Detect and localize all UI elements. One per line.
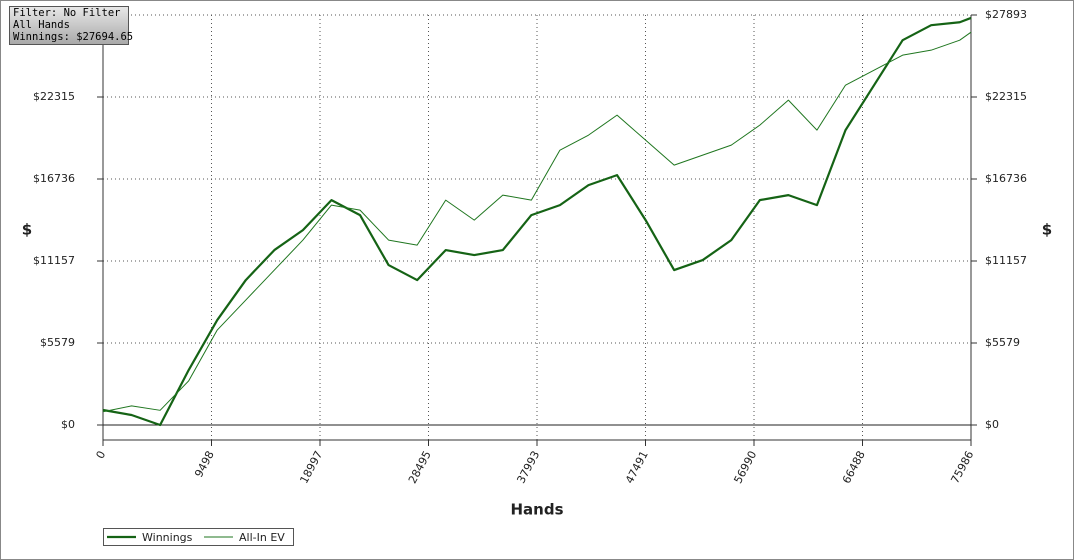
info-box-bg (9, 6, 129, 45)
legend-box (103, 528, 294, 546)
y-tick-label-right: $0 (985, 418, 999, 431)
y-tick-label: $0 (61, 418, 75, 431)
y-tick-label: $16736 (33, 172, 75, 185)
y-tick-label: $5579 (40, 336, 75, 349)
series-line (102, 31, 972, 413)
y-tick-label-right: $16736 (985, 172, 1027, 185)
filter-text: Filter: No Filter (13, 7, 120, 19)
legend: Winnings All-In EV (103, 528, 294, 546)
y-tick-label-right: $27893 (985, 8, 1027, 21)
y-axis-title-right: $ (1042, 221, 1052, 239)
y-axis-title: $ (22, 221, 32, 239)
winnings-text: Winnings: $27694.65 (13, 31, 133, 43)
legend-label: All-In EV (239, 531, 285, 544)
info-box: Filter: No Filter All Hands Winnings: $2… (9, 6, 133, 45)
hands-text: All Hands (13, 19, 70, 31)
y-tick-label-right: $5579 (985, 336, 1020, 349)
series-line (102, 16, 972, 427)
y-tick-label: $11157 (33, 254, 75, 267)
x-axis-title: Hands (510, 501, 563, 519)
y-tick-label-right: $11157 (985, 254, 1027, 267)
y-tick-label: $22315 (33, 90, 75, 103)
y-tick-label-right: $22315 (985, 90, 1027, 103)
legend-label: Winnings (142, 531, 193, 544)
